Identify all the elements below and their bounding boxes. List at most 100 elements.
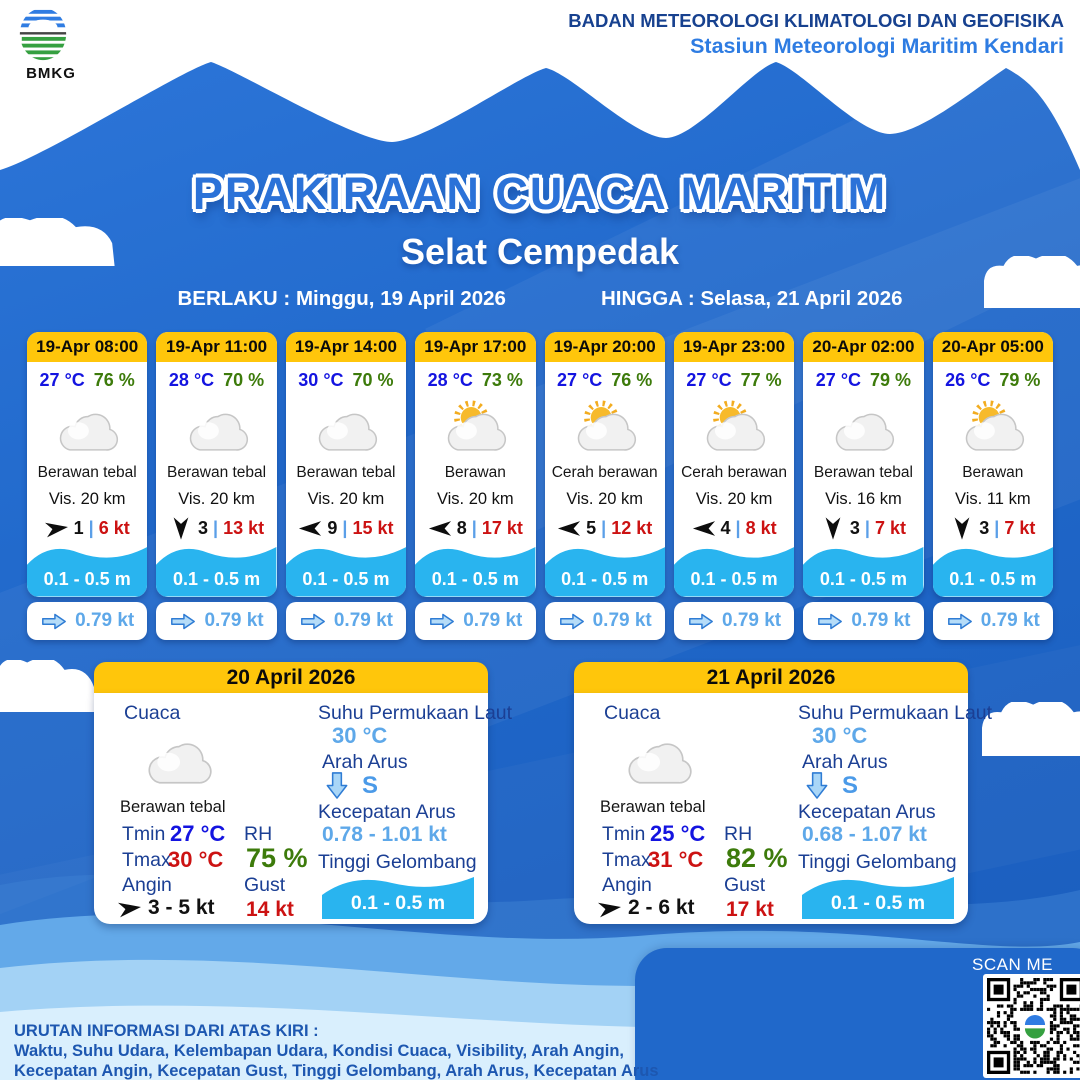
temp-humidity-row: 26 °C 79 % <box>933 370 1053 391</box>
wave-height-band: 0.1 - 0.5 m <box>932 539 1053 597</box>
daily-condition: Berawan tebal <box>120 798 226 816</box>
wind-direction-icon <box>44 523 68 538</box>
cloud-decoration <box>0 218 115 266</box>
temp-humidity-row: 30 °C 70 % <box>286 370 406 391</box>
wind-direction-icon <box>558 521 581 537</box>
wind-direction-icon <box>692 521 715 537</box>
wind-range: 2 - 6 kt <box>628 896 695 919</box>
wave-shape <box>156 547 277 597</box>
forecast-time: 19-Apr 11:00 <box>156 332 277 362</box>
daily-card-21-april: 21 April 2026 Cuaca Berawan tebal Tmin 2… <box>574 662 992 924</box>
humidity: 79 % <box>870 370 912 390</box>
forecast-card: 19-Apr 20:00 27 °C 76 % <box>544 332 665 597</box>
wind-gust: 7 kt <box>1004 518 1036 539</box>
wind-speed: 3 <box>979 518 990 539</box>
forecast-column: 19-Apr 11:00 28 °C 70 % <box>156 332 277 640</box>
footer-line2: Waktu, Suhu Udara, Kelembapan Udara, Kon… <box>14 1042 625 1060</box>
qr-code <box>983 974 1080 1078</box>
validity-row: BERLAKU : Minggu, 19 April 2026 HINGGA :… <box>0 287 1080 311</box>
weather-condition: Cerah berawan <box>551 464 658 482</box>
rh-label: RH <box>724 823 753 845</box>
arah-arus-label: Arah Arus <box>322 751 408 773</box>
wave-height: 0.1 - 0.5 m <box>350 892 446 914</box>
wave-shape <box>802 877 954 919</box>
wind-row: 1 | 6 kt <box>27 518 147 539</box>
wind-separator: | <box>342 518 348 539</box>
visibility-label: Vis. <box>825 490 853 509</box>
visibility-label: Vis. <box>955 490 983 509</box>
current-speed-card: 0.79 kt <box>544 602 665 640</box>
humidity: 73 % <box>481 370 523 390</box>
wave-height-band: 0.1 - 0.5 m <box>415 539 536 597</box>
air-temperature: 28 °C <box>168 370 215 390</box>
weather-condition: Cerah berawan <box>681 464 788 482</box>
scan-me-label: SCAN ME <box>972 955 1053 974</box>
wind-range: 3 - 5 kt <box>148 896 215 919</box>
wind-gust: 15 kt <box>352 518 394 539</box>
wind-row: 5 | 12 kt <box>545 518 665 539</box>
validity-from: BERLAKU : Minggu, 19 April 2026 <box>177 287 505 311</box>
humidity: 76 % <box>611 370 653 390</box>
air-temperature: 27 °C <box>815 370 862 390</box>
visibility-label: Vis. <box>566 490 594 509</box>
arah-arus-label: Arah Arus <box>802 751 888 773</box>
temp-humidity-row: 27 °C 76 % <box>27 370 147 391</box>
weather-icon <box>803 392 923 463</box>
forecast-column: 19-Apr 17:00 28 °C 73 % <box>415 332 536 640</box>
gust-label: Gust <box>724 874 766 896</box>
daily-card-20-april: 20 April 2026 Cuaca Berawan tebal Tmin 2… <box>94 662 512 924</box>
humidity: 79 % <box>999 370 1041 390</box>
cloud-icon <box>577 413 636 451</box>
footer-legend: URUTAN INFORMASI DARI ATAS KIRI : Waktu,… <box>14 1021 659 1080</box>
forecast-column: 19-Apr 20:00 27 °C 76 % <box>544 332 665 640</box>
visibility: Vis. 20 km <box>156 490 276 509</box>
forecast-card: 19-Apr 08:00 27 °C 76 % <box>27 332 148 597</box>
wind-direction-icon <box>428 521 451 537</box>
wave-height-badge: 0.1 - 0.5 m <box>322 873 474 919</box>
rh-label: RH <box>244 823 273 845</box>
weather-condition: Berawan tebal <box>813 464 913 482</box>
weather-icon <box>933 392 1053 463</box>
tinggi-gelombang-label: Tinggi Gelombang <box>798 851 957 873</box>
visibility-value: 20 km <box>80 490 126 509</box>
visibility-label: Vis. <box>48 490 77 509</box>
gust-value: 14 kt <box>246 898 294 921</box>
current-speed: 0.79 kt <box>75 610 135 631</box>
forecast-card: 20-Apr 02:00 27 °C 79 % <box>803 332 924 597</box>
daily-body: Cuaca Berawan tebal Tmin 27 °C Tmax 30 °… <box>94 693 512 924</box>
current-direction-icon <box>947 613 972 629</box>
wave-shape <box>673 547 795 597</box>
rh-value: 82 % <box>726 843 788 873</box>
arah-arus-value: S <box>842 772 859 799</box>
visibility-label: Vis. <box>307 490 335 509</box>
wind-direction-icon <box>954 517 970 541</box>
wind-gust: 13 kt <box>223 518 265 539</box>
temp-humidity-row: 28 °C 70 % <box>156 370 276 391</box>
wind-separator: | <box>735 518 741 539</box>
forecast-time: 19-Apr 20:00 <box>544 332 665 362</box>
sst-value: 30 °C <box>812 723 868 748</box>
wind-speed: 5 <box>586 518 597 539</box>
wind-row: 9 | 15 kt <box>286 518 406 539</box>
forecast-time: 20-Apr 02:00 <box>803 332 924 362</box>
footer-line1: URUTAN INFORMASI DARI ATAS KIRI : <box>14 1022 319 1040</box>
humidity: 76 % <box>93 370 135 390</box>
cloud-icon <box>59 413 119 451</box>
cloud-icon <box>628 743 692 784</box>
wave-shape <box>544 547 665 597</box>
wind-speed: 9 <box>327 518 338 539</box>
header-wave-decoration <box>0 0 1080 170</box>
humidity: 70 % <box>223 370 265 390</box>
cloud-icon <box>448 413 507 451</box>
kecepatan-arus-value: 0.78 - 1.01 kt <box>322 823 447 846</box>
air-temperature: 30 °C <box>298 370 344 390</box>
forecast-column: 19-Apr 14:00 30 °C 70 % <box>285 332 407 640</box>
wind-gust: 12 kt <box>611 518 653 539</box>
air-temperature: 26 °C <box>945 370 991 390</box>
wave-height-band: 0.1 - 0.5 m <box>673 539 795 597</box>
temp-humidity-row: 27 °C 76 % <box>545 370 665 391</box>
current-speed-card: 0.79 kt <box>285 602 407 640</box>
weather-condition: Berawan <box>962 464 1024 482</box>
daily-condition: Berawan tebal <box>600 798 706 816</box>
kecepatan-arus-label: Kecepatan Arus <box>798 801 936 823</box>
